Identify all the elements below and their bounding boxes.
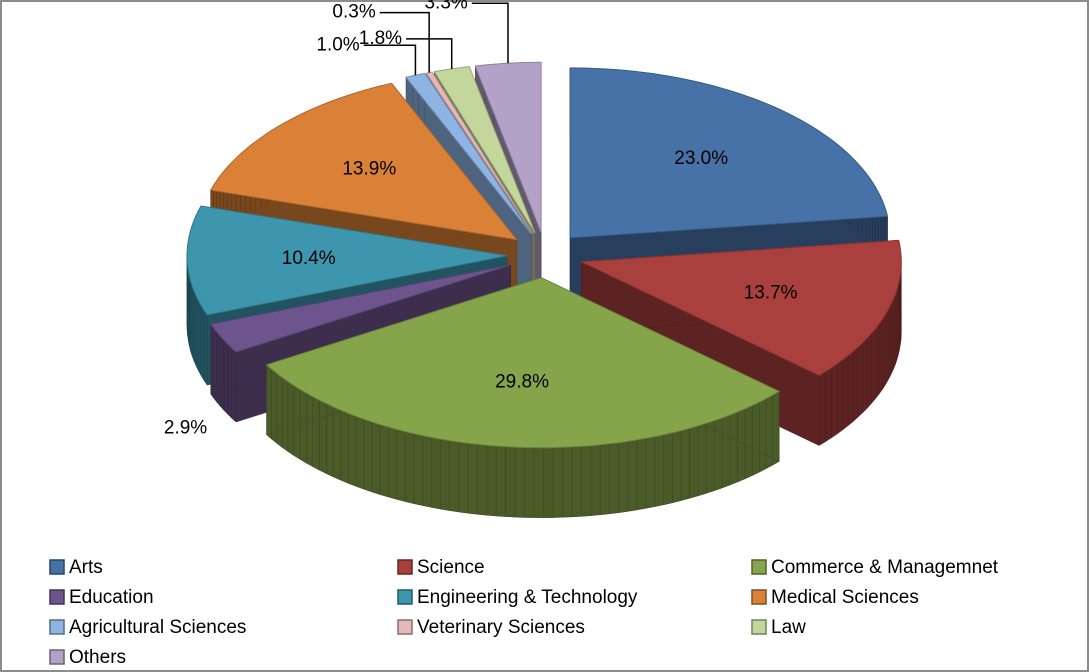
data-label: 13.7%	[744, 282, 798, 303]
slice	[265, 277, 781, 449]
legend-swatch	[49, 559, 65, 575]
data-label: 23.0%	[674, 148, 728, 169]
data-label: 13.9%	[342, 158, 396, 179]
legend-swatch	[397, 619, 413, 635]
legend-swatch	[49, 649, 65, 665]
data-label: 1.0%	[316, 34, 359, 55]
data-label: 1.8%	[359, 28, 402, 49]
leader-line	[379, 11, 430, 73]
leader-line	[406, 38, 453, 69]
data-label: 3.3%	[424, 0, 467, 13]
slice	[579, 239, 902, 377]
data-label: 29.8%	[495, 372, 549, 393]
legend-label: Education	[69, 587, 154, 608]
data-label: 10.4%	[282, 248, 336, 269]
legend-swatch	[49, 589, 65, 605]
legend-swatch	[751, 619, 767, 635]
leader-line	[471, 2, 509, 64]
legend-label: Law	[771, 617, 806, 638]
leader-line	[363, 44, 417, 76]
slice	[209, 264, 511, 353]
legend-label: Veterinary Sciences	[417, 617, 585, 638]
slice	[474, 61, 542, 233]
legend-swatch	[49, 619, 65, 635]
legend-swatch	[751, 559, 767, 575]
slice	[425, 71, 534, 234]
legend-label: Medical Sciences	[771, 587, 919, 608]
legend-label: Arts	[69, 557, 103, 578]
slice	[186, 205, 508, 316]
legend-swatch	[751, 589, 767, 605]
data-label: 0.3%	[332, 2, 375, 23]
slice	[433, 66, 536, 234]
slice	[209, 82, 519, 241]
data-label: 2.9%	[164, 417, 207, 438]
legend-swatch	[397, 559, 413, 575]
legend-label: Science	[417, 557, 485, 578]
legend-swatch	[397, 589, 413, 605]
legend-label: Others	[69, 647, 126, 668]
legend-label: Engineering & Technology	[417, 587, 638, 608]
legend-label: Commerce & Managemnet	[771, 557, 999, 578]
legend-label: Agricultural Sciences	[69, 617, 246, 638]
slice	[569, 67, 889, 239]
